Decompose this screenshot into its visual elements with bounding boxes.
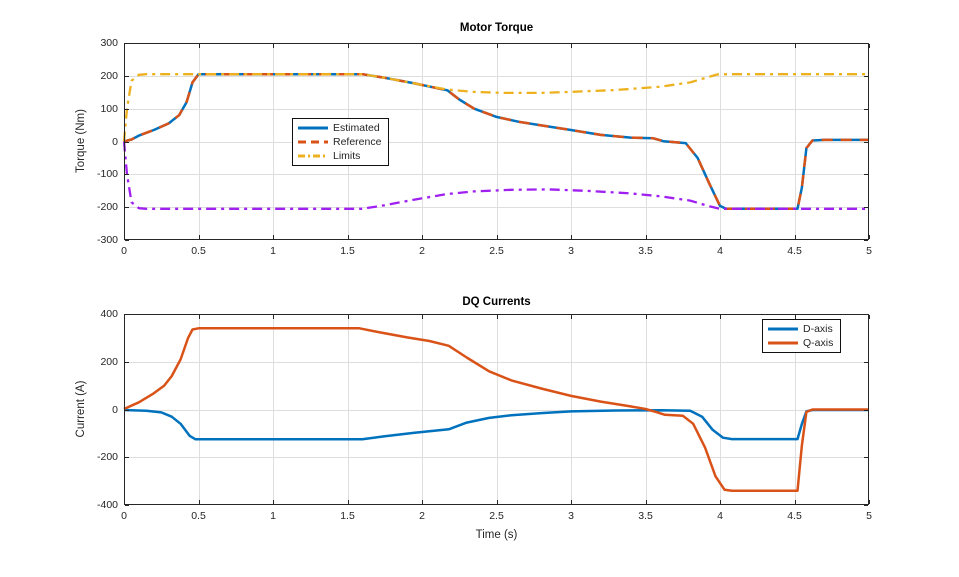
x-tick-label: 3 <box>568 245 574 257</box>
legend-label: D-axis <box>803 323 833 335</box>
legend-line-sample-icon <box>768 341 798 345</box>
x-tick-label: 0.5 <box>191 510 206 522</box>
q-axis-line <box>123 327 869 492</box>
y-tick-label: 400 <box>100 308 118 320</box>
legend-item: Reference <box>298 135 381 149</box>
legend-label: Estimated <box>333 122 380 134</box>
x-tick-label: 2 <box>419 245 425 257</box>
y-tick-label: 300 <box>100 37 118 49</box>
y-tick-label: 0 <box>112 403 118 416</box>
legend-line-sample-icon <box>768 327 798 331</box>
x-tick-label: 0.5 <box>191 245 206 257</box>
legend-item: Q-axis <box>768 336 833 350</box>
x-tick-label: 3 <box>568 510 574 522</box>
legend-label: Reference <box>333 136 382 148</box>
torque-legend: Estimated Reference Limits <box>292 118 390 166</box>
legend-item: Estimated <box>298 121 381 135</box>
y-tick-label: -200 <box>96 451 118 464</box>
x-tick-label: 4 <box>717 245 723 257</box>
y-tick-label: -100 <box>96 168 118 181</box>
legend-label: Q-axis <box>803 337 834 349</box>
x-tick-label: 4.5 <box>787 510 802 522</box>
x-tick-label: 1 <box>270 510 276 522</box>
x-tick-label: 2 <box>419 510 425 522</box>
x-tick-label: 0 <box>121 245 127 257</box>
x-tick-label: 1 <box>270 245 276 257</box>
x-tick-label: 3.5 <box>638 510 653 522</box>
x-tick-label: 2.5 <box>489 245 504 257</box>
legend-line-sample-icon <box>298 140 328 144</box>
torque-svg <box>122 43 870 241</box>
legend-item: D-axis <box>768 322 833 336</box>
y-tick-label: 100 <box>100 102 118 115</box>
y-tick-label: -200 <box>96 201 118 214</box>
y-tick-label: 0 <box>112 135 118 148</box>
dq-legend: D-axis Q-axis <box>762 319 842 353</box>
x-tick-label: 4 <box>717 510 723 522</box>
torque-chart-title: Motor Torque <box>459 22 534 34</box>
torque-plot-area: 0 0.5 1 1.5 2 2.5 3 3.5 4 4.5 5 -300 -200 -100 0 100 200… <box>97 37 872 257</box>
x-tick-label: 2.5 <box>489 510 504 522</box>
x-tick-label: 5 <box>866 510 872 522</box>
axes-border <box>124 314 869 505</box>
reference-line <box>123 72 869 211</box>
d-axis-line <box>123 408 869 441</box>
x-tick-label: 5 <box>866 245 872 257</box>
legend-label: Limits <box>333 150 361 162</box>
dq-chart-title: DQ Currents <box>462 296 531 308</box>
axes-border <box>124 43 869 240</box>
y-tick-label: 200 <box>100 355 118 368</box>
y-tick-label: -300 <box>96 234 118 246</box>
y-tick-label: -400 <box>96 499 118 511</box>
x-tick-label: 0 <box>121 510 127 522</box>
legend-item: Limits <box>298 149 381 163</box>
x-tick-label: 1.5 <box>340 510 355 522</box>
dq-plot-area: 0 0.5 1 1.5 2 2.5 3 3.5 4 4.5 5 -400 -200 0 200 400 <box>97 308 872 522</box>
legend-line-sample-icon <box>298 154 328 158</box>
limits-upper-line <box>122 73 869 142</box>
limits-lower-line <box>122 141 869 210</box>
dq-currents-svg <box>123 314 870 506</box>
x-tick-label: 4.5 <box>787 245 802 257</box>
estimated-line <box>123 72 869 211</box>
legend-line-sample-icon <box>298 126 328 130</box>
x-tick-label: 3.5 <box>638 245 653 257</box>
x-tick-label: 1.5 <box>340 245 355 257</box>
time-axis-label: Time (s) <box>475 529 518 541</box>
y-tick-label: 200 <box>100 69 118 82</box>
